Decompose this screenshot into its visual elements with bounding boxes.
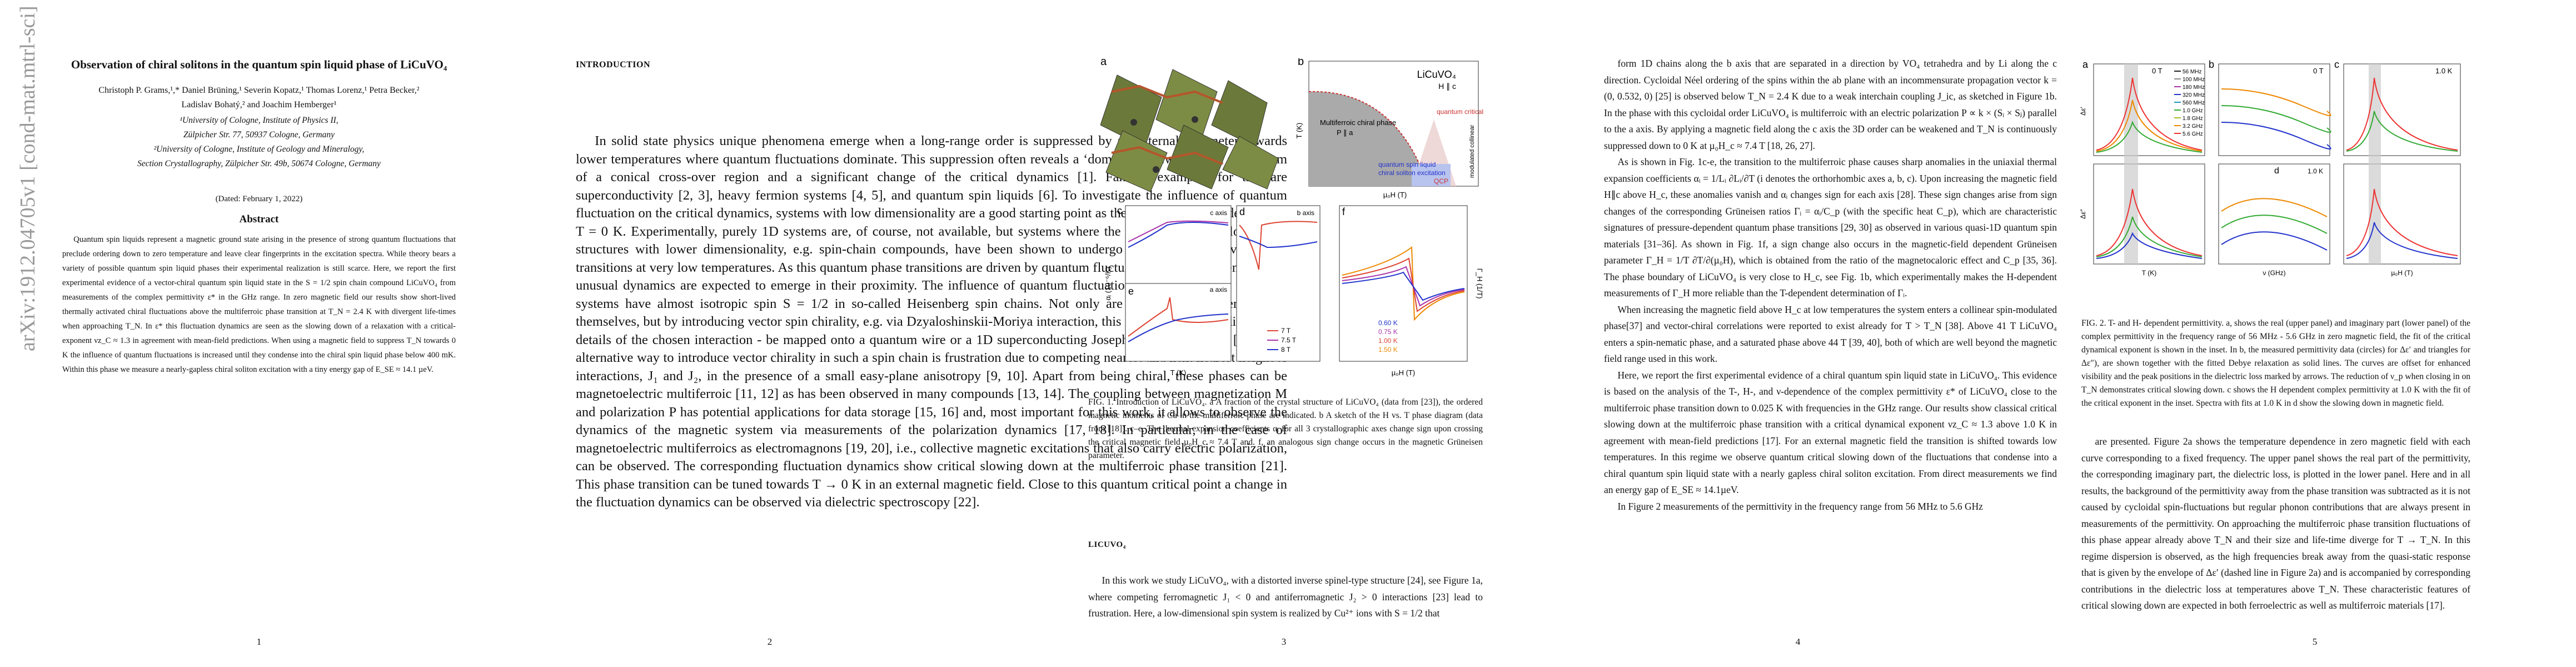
axis-name: c axis [1210,209,1227,217]
legend-label: 7 T [1281,327,1291,335]
panel-label: c [2334,59,2339,70]
phase-label: P ∥ a [1337,128,1353,137]
compound-label: LiCuVO₄ [1417,69,1456,80]
panel-label: a [2082,59,2089,70]
legend-label: 8 T [1281,346,1291,354]
paper-title: Observation of chiral solitons in the qu… [71,58,447,71]
page-number: 2 [767,636,773,647]
axis-label: µ₀H (T) [1392,369,1416,377]
phase-label: modulated collinear [1469,125,1476,178]
panel-c: c 1.0 K µ₀H (T) [2334,59,2461,277]
paragraph: In Figure 2 measurements of the permitti… [1617,500,1984,512]
axis-label: T (K) [2142,269,2156,277]
legend-label: 1.8 GHz [2183,116,2203,122]
affiliations: ¹University of Cologne, Institute of Phy… [62,113,456,171]
affiliation-line: ¹University of Cologne, Institute of Phy… [180,116,338,125]
page-number: 5 [2312,636,2318,647]
legend-label: 0.60 K [1378,319,1398,327]
axis-label: T (K) [1170,369,1187,377]
body-text: form 1D chains along the b axis that are… [1604,56,2057,515]
authors: Christoph P. Grams,¹,* Daniel Brüning,¹ … [98,86,420,109]
axis-label: Γ_H (1/T) [1476,268,1484,299]
figure-caption: FIG. 2. T- and H- dependent permittivity… [2081,318,2470,408]
page-number: 4 [1795,636,1801,647]
panel-note: 0 T [2313,67,2324,75]
paragraph: In solid state physics unique phenomena … [576,133,1287,510]
abstract: Quantum spin liquids represent a magneti… [62,232,456,377]
body-text: In this work we study LiCuVO₄, with a di… [1088,573,1483,622]
body-text: In solid state physics unique phenomena … [576,132,1287,512]
section-heading: LICUVO₄ [1088,540,1126,549]
figure-caption: FIG. 1. Introduction of LiCuVO₄. a A fra… [1088,397,1483,460]
paragraph: In this work we study LiCuVO₄, with a di… [1088,575,1483,619]
axis-label: Δε″ [2080,208,2087,218]
axis-label: T (K) [1295,123,1303,139]
affiliation-line: Section Crystallography, Zülpicher Str. … [137,159,381,168]
legend-label: 320 MHz [2183,92,2205,98]
axis-label: µ₀H (T) [2391,269,2413,277]
legend-label: 1.0 GHz [2183,108,2203,114]
phase-label: quantum critical regime [1437,108,1484,116]
legend-label: 56 MHz [2183,69,2201,75]
panel-label: c [1117,205,1122,216]
panel-label: b [1298,58,1304,68]
abstract-text: Quantum spin liquids represent a magneti… [62,235,456,374]
crystal-structure [1100,69,1279,192]
paragraph: As is shown in Fig. 1c-e, the transition… [1604,156,2057,298]
paragraph: form 1D chains along the b axis that are… [1604,58,2057,151]
panel-b: b 0 T ν (GHz) [2209,59,2331,277]
phase-label: QCP [1434,177,1448,185]
affiliation-line: Zülpicher Str. 77, 50937 Cologne, German… [183,130,335,140]
phase-label: chiral soliton excitation [1378,169,1446,177]
legend-label: 7.5 T [1281,336,1297,344]
panel-label: a [1100,58,1107,68]
panel-label: f [1342,206,1346,217]
body-text: are presented. Figure 2a shows the tempe… [2081,434,2470,614]
affiliation-line: ²University of Cologne, Institute of Geo… [153,145,365,154]
axis-label: ν (GHz) [2263,269,2285,277]
panel-a: a 0 T Δε′ Δε″ T (K) [2080,59,2205,277]
legend-label: 560 MHz [2183,100,2205,106]
panel-note: 1.0 K [2308,167,2323,175]
legend-label: 5.6 GHz [2183,131,2203,137]
panel-d: d 1.0 K [2274,166,2323,176]
abstract-heading: Abstract [239,213,279,225]
legend-label: 1.00 K [1378,337,1398,345]
panel-label: d [1239,206,1245,217]
legend: 0.60 K 0.75 K 1.00 K 1.50 K [1378,319,1398,354]
axis-name: a axis [1210,286,1227,293]
phase-label: Multiferroic chiral phase [1320,118,1396,127]
legend-label: 180 MHz [2183,84,2205,91]
arxiv-sidebar: arXiv:1912.04705v1 [cond-mat.mtrl-sci] 1… [16,0,39,351]
paragraph: are presented. Figure 2a shows the tempe… [2081,436,2470,611]
figure-1: a b LiCuVO₄ H ∥ c Multiferroic chiral ph… [1100,58,1484,377]
panel-note: 0 T [2152,67,2163,75]
page-number: 1 [256,636,262,647]
axis-label: αᵢ (10⁻⁶/K) [1104,267,1112,301]
date: (Dated: February 1, 2022) [215,195,303,203]
panel-label: d [2274,166,2279,176]
axis-label: Δε′ [2080,106,2087,115]
axis-name: b axis [1297,209,1314,217]
legend-label: 1.50 K [1378,346,1398,354]
legend-label: 3.2 GHz [2183,123,2203,130]
legend-label: 0.75 K [1378,328,1398,336]
panel-label: e [1128,286,1134,297]
field-label: H ∥ c [1438,82,1456,91]
legend-label: 100 MHz [2183,77,2205,83]
panel-note: 1.0 K [2435,67,2453,75]
axis-label: µ₀H (T) [1383,191,1407,199]
section-heading: INTRODUCTION [576,60,651,69]
legend: 7 T 7.5 T 8 T [1267,327,1297,354]
paragraph: Here, we report the first experimental e… [1604,369,2057,496]
paragraph: When increasing the magnetic field above… [1604,303,2057,365]
panel-label: b [2209,59,2214,70]
phase-label: quantum spin liquid [1378,161,1436,168]
page-number: 3 [1281,636,1287,647]
